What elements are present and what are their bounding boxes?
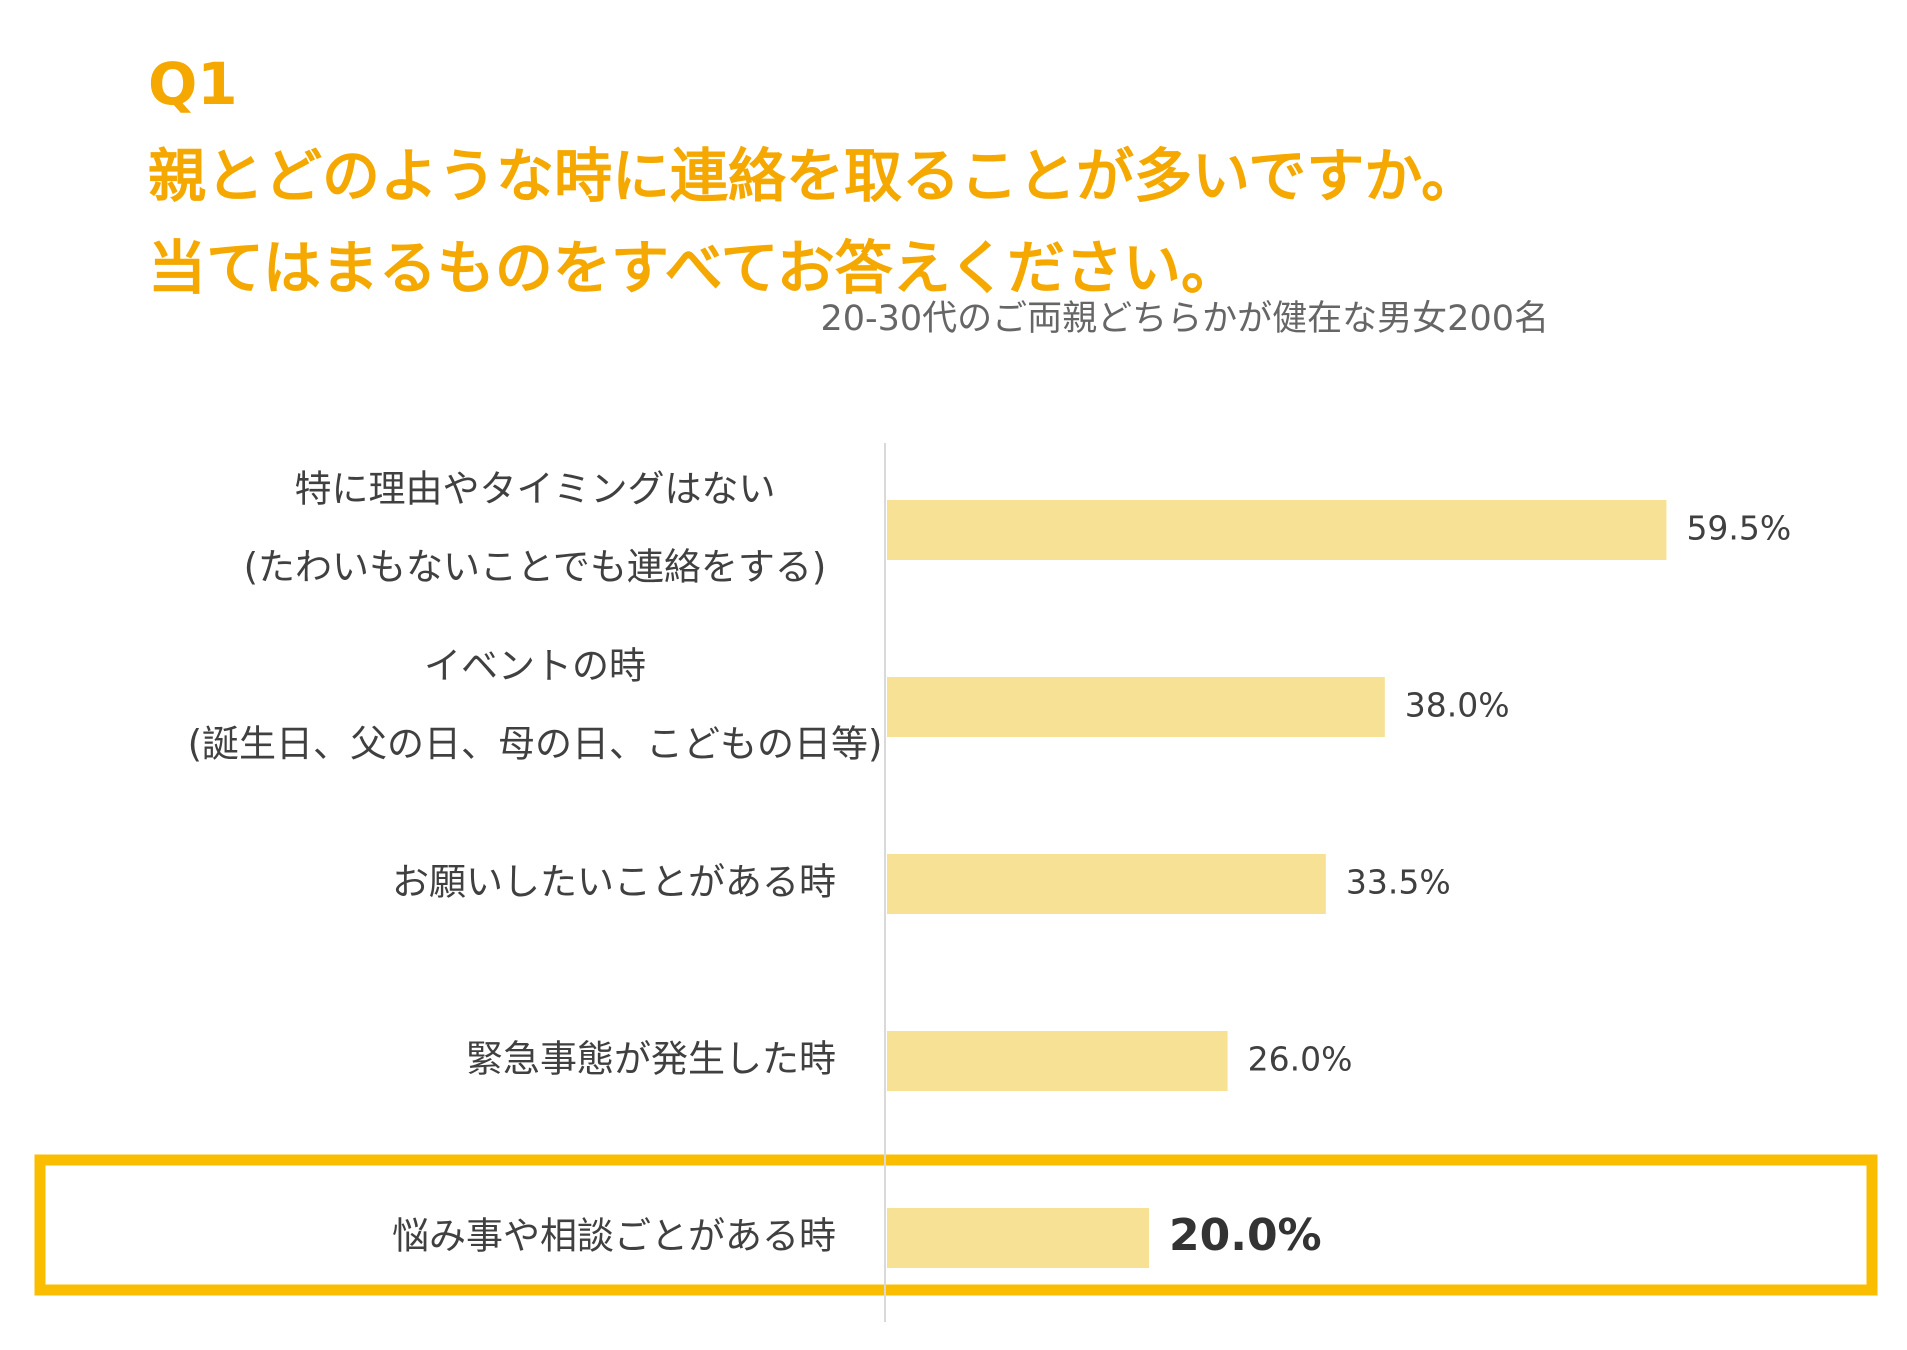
bar-0 bbox=[887, 500, 1667, 560]
bar-2 bbox=[887, 854, 1326, 914]
category-label-0-line-0: 特に理由やタイミングはない bbox=[295, 468, 776, 511]
category-label-1-line-1: (誕生日、父の日、母の日、こどもの日等) bbox=[188, 723, 883, 766]
category-label-3-line-0: 緊急事態が発生した時 bbox=[466, 1038, 836, 1081]
highlight-box bbox=[34, 1154, 1878, 1296]
title-line-main: 親とどのような時に連絡を取ることが多いですか。 bbox=[148, 142, 1480, 210]
title-line-instruction: 当てはまるものをすべてお答えください。 bbox=[148, 234, 1239, 302]
bar-1 bbox=[887, 677, 1385, 737]
value-label-3: 26.0% bbox=[1248, 1040, 1353, 1079]
bar-3 bbox=[887, 1031, 1228, 1091]
title-line-question: Q1 bbox=[148, 50, 238, 118]
category-label-4-line-0: 悩み事や相談ごとがある時 bbox=[392, 1215, 836, 1258]
value-label-1: 38.0% bbox=[1405, 686, 1510, 725]
chart-title: Q1 親とどのような時に連絡を取ることが多いですか。 当てはまるものをすべてお答… bbox=[148, 38, 1479, 314]
value-label-2: 33.5% bbox=[1346, 863, 1451, 902]
category-label-1-line-0: イベントの時 bbox=[424, 645, 646, 688]
value-label-4: 20.0% bbox=[1169, 1210, 1322, 1261]
bar-4 bbox=[887, 1208, 1149, 1268]
category-label-2-line-0: お願いしたいことがある時 bbox=[392, 861, 836, 904]
chart-subtitle: 20-30代のご両親どちらかが健在な男女200名 bbox=[820, 299, 1549, 339]
category-label-0-line-1: (たわいもないことでも連絡をする) bbox=[244, 546, 827, 589]
value-label-0: 59.5% bbox=[1686, 509, 1791, 548]
bars-group: 59.5% 特に理由やタイミングはない (たわいもないことでも連絡をする) 38.0%… bbox=[188, 468, 1791, 1268]
